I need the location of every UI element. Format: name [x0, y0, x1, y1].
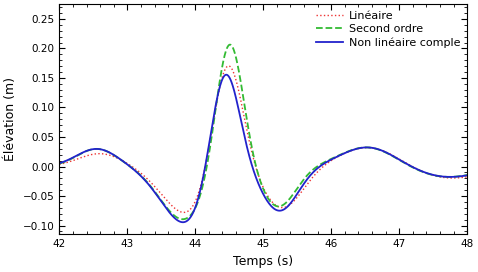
Linéaire	[378, 148, 384, 152]
Linéaire	[56, 163, 62, 166]
Second ordre	[227, 43, 233, 46]
Non linéaire comple	[453, 175, 458, 178]
Non linéaire comple	[453, 175, 459, 178]
Linéaire	[453, 176, 458, 180]
Non linéaire comple	[77, 152, 83, 155]
Linéaire	[453, 176, 459, 180]
Line: Second ordre: Second ordre	[59, 45, 467, 219]
Second ordre	[453, 175, 458, 178]
Non linéaire comple	[464, 174, 470, 177]
Non linéaire comple	[378, 149, 384, 152]
Line: Non linéaire comple: Non linéaire comple	[59, 75, 467, 222]
Second ordre	[255, 172, 261, 175]
Second ordre	[244, 120, 250, 123]
Legend: Linéaire, Second ordre, Non linéaire comple: Linéaire, Second ordre, Non linéaire com…	[311, 6, 465, 52]
Linéaire	[226, 64, 231, 67]
Non linéaire comple	[255, 181, 261, 184]
Linéaire	[464, 175, 470, 178]
Second ordre	[56, 162, 62, 165]
Second ordre	[378, 149, 384, 152]
Line: Linéaire: Linéaire	[59, 66, 467, 212]
Y-axis label: Élévation (m): Élévation (m)	[4, 77, 17, 161]
Non linéaire comple	[180, 221, 186, 224]
Second ordre	[77, 153, 83, 156]
Linéaire	[255, 173, 261, 176]
Linéaire	[77, 156, 83, 160]
Linéaire	[244, 130, 250, 134]
Non linéaire comple	[223, 73, 229, 76]
Non linéaire comple	[56, 162, 62, 165]
Second ordre	[453, 175, 459, 178]
X-axis label: Temps (s): Temps (s)	[233, 255, 293, 268]
Non linéaire comple	[244, 147, 250, 150]
Linéaire	[181, 211, 187, 214]
Second ordre	[464, 173, 470, 177]
Second ordre	[180, 218, 185, 221]
